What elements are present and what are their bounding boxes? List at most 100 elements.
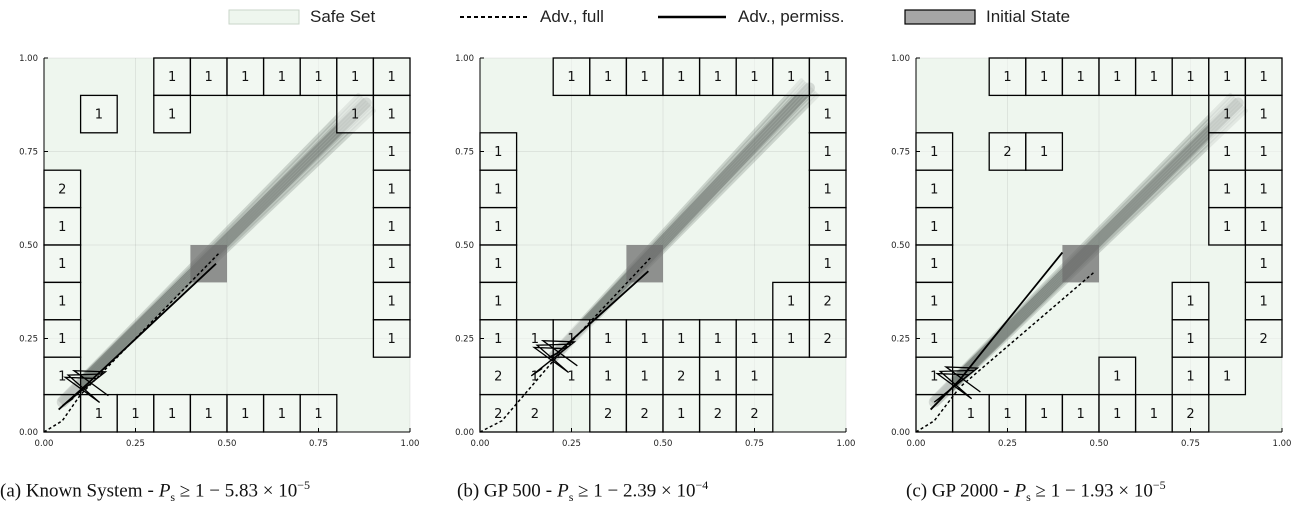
cell-label: 1 <box>787 332 795 347</box>
grid-cell <box>1208 356 1247 396</box>
trajectory-band <box>552 89 816 361</box>
cell-label: 1 <box>824 220 832 235</box>
cell-label: 1 <box>1260 295 1268 310</box>
x-tick-label: 0.75 <box>309 439 328 449</box>
trajectory-band <box>549 80 806 358</box>
adv-full-line <box>479 255 653 433</box>
x-tick-label: 0.25 <box>562 439 581 449</box>
y-tick-label: 0.75 <box>455 148 474 158</box>
caption-sub: s <box>1026 490 1031 505</box>
cell-label: 1 <box>1186 332 1194 347</box>
cell-label: 2 <box>1186 407 1194 422</box>
cell-label: 1 <box>95 108 103 123</box>
cell-label: 1 <box>930 295 938 310</box>
grid-cell <box>589 393 628 433</box>
x-tick-label: 0.75 <box>1181 439 1200 449</box>
legend-item-adv-permiss: Adv., permiss. <box>656 6 844 28</box>
cell-label: 1 <box>494 257 502 272</box>
cell-label: 1 <box>1040 70 1048 85</box>
x-tick-label: 0.75 <box>745 439 764 449</box>
cell-label: 1 <box>388 257 396 272</box>
grid-cell <box>153 393 192 433</box>
grid-cell <box>1171 393 1210 433</box>
safe-set-swatch <box>228 9 300 25</box>
x-tick-label: 0.50 <box>218 439 237 449</box>
grid-cell <box>372 319 411 358</box>
cell-label: 1 <box>1260 220 1268 235</box>
cell-label: 1 <box>531 332 539 347</box>
cell-label: 1 <box>1077 407 1085 422</box>
grid-cell <box>1244 169 1283 209</box>
caption-a: (a) Known System - Ps ≥ 1 − 5.83 × 10−5 <box>0 478 310 505</box>
cell-label: 1 <box>750 332 758 347</box>
caption-sub: s <box>568 490 574 505</box>
cell-label: 2 <box>750 407 758 422</box>
cell-label: 2 <box>58 182 66 197</box>
cell-label: 1 <box>388 332 396 347</box>
cell-label: 1 <box>677 70 685 85</box>
caption-rel: ≥ 1 − 1.93 × 10 <box>1035 480 1153 502</box>
y-tick-label: 0.00 <box>19 428 38 438</box>
cell-label: 1 <box>641 369 649 384</box>
grid-cell <box>662 356 701 396</box>
cell-label: 1 <box>714 332 722 347</box>
cell-label: 2 <box>531 407 539 422</box>
cell-label: 1 <box>930 220 938 235</box>
cell-label: 1 <box>930 182 938 197</box>
grid-cell <box>1061 393 1100 433</box>
caption-rel: ≥ 1 − 2.39 × 10 <box>578 480 696 502</box>
legend-label-adv-permiss: Adv., permiss. <box>738 7 845 26</box>
grid-cell <box>153 94 192 134</box>
grid-cell <box>226 393 265 433</box>
grid-cell <box>808 94 847 134</box>
cell-label: 1 <box>604 332 612 347</box>
grid-cell <box>915 132 954 171</box>
grid-cell <box>552 356 591 396</box>
grid-cell <box>988 393 1027 433</box>
cell-label: 1 <box>1223 145 1231 160</box>
y-tick-label: 0.75 <box>19 148 38 158</box>
grid-cell <box>372 94 411 134</box>
cell-label: 1 <box>1260 257 1268 272</box>
cell-label: 1 <box>930 257 938 272</box>
cell-label: 2 <box>824 295 832 310</box>
grid-cell <box>915 356 954 396</box>
caption-prefix: (a) Known System <box>0 480 143 502</box>
grid-cell <box>552 57 591 97</box>
grid-cell <box>808 57 847 97</box>
dashed-line-swatch <box>460 16 528 18</box>
initial-state-swatch <box>904 9 976 25</box>
cell-label: 1 <box>388 70 396 85</box>
adv-scribble <box>933 366 981 403</box>
cell-label: 1 <box>824 257 832 272</box>
cell-label: 2 <box>714 407 722 422</box>
legend: Safe Set Adv., full Adv., permiss. Initi… <box>0 0 1312 34</box>
grid-cell <box>189 393 228 433</box>
cell-label: 1 <box>388 220 396 235</box>
grid-cell <box>226 57 265 97</box>
cell-label: 1 <box>241 70 249 85</box>
x-tick-label: 0.00 <box>907 439 926 449</box>
grid-cell <box>1061 57 1100 97</box>
cell-label: 1 <box>1260 70 1268 85</box>
cell-label: 1 <box>750 70 758 85</box>
grid-cell <box>1244 244 1283 284</box>
cell-label: 1 <box>930 332 938 347</box>
cell-label: 2 <box>677 369 685 384</box>
y-tick-label: 1.00 <box>891 54 910 64</box>
y-tick-label: 1.00 <box>19 54 38 64</box>
cell-label: 1 <box>131 407 139 422</box>
grid-cell <box>1244 281 1283 321</box>
cell-label: 2 <box>1003 145 1011 160</box>
y-tick-label: 1.00 <box>455 54 474 64</box>
cell-label: 1 <box>205 70 213 85</box>
cell-label: 1 <box>1223 182 1231 197</box>
adv-scribble <box>61 369 109 407</box>
x-tick-label: 0.25 <box>998 439 1017 449</box>
caption-rel: ≥ 1 − 5.83 × 10 <box>179 480 298 502</box>
cell-label: 2 <box>641 407 649 422</box>
plot-gp-2000: 1 1 1 1 1 1 1 1 1 1 1 1 1 1 1 1 1 1 2 2 1 1 1 1 1 1 1 1 1 1 1 1 1 1 1 1 1 1 1 2… <box>876 38 1312 450</box>
grid-cell <box>735 319 774 358</box>
cell-label: 1 <box>278 407 286 422</box>
grid-cell <box>625 319 664 358</box>
